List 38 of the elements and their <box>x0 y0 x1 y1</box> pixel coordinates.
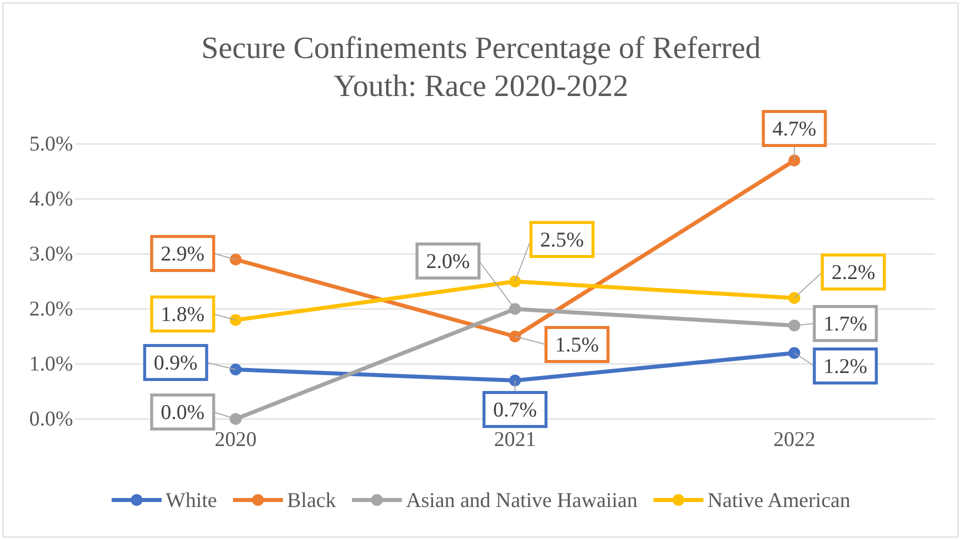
data-label: 4.7% <box>772 116 816 140</box>
point <box>788 292 800 304</box>
point <box>509 330 521 342</box>
point <box>230 413 242 425</box>
data-label: 1.8% <box>160 302 205 326</box>
y-tick-label: 5.0% <box>29 132 73 156</box>
point <box>509 374 521 386</box>
point <box>788 320 800 332</box>
y-tick-label: 2.0% <box>29 296 73 321</box>
point <box>788 347 800 359</box>
data-label: 2.5% <box>540 228 584 252</box>
point <box>230 254 242 266</box>
data-label: 0.9% <box>154 350 198 374</box>
point <box>230 364 242 376</box>
point <box>788 154 800 166</box>
data-label: 1.7% <box>823 312 868 336</box>
data-label: 0.7% <box>493 398 537 422</box>
legend-label: Black <box>286 488 336 512</box>
point <box>509 276 521 288</box>
data-label: 2.9% <box>160 242 205 266</box>
data-label: 2.2% <box>831 260 876 284</box>
legend-label: Asian and Native Hawaiian <box>406 488 638 512</box>
x-tick-label: 2020 <box>214 426 257 451</box>
legend-label: White <box>166 488 217 512</box>
y-tick-label: 3.0% <box>29 242 73 266</box>
y-tick-label: 0.0% <box>29 406 73 431</box>
y-tick-label: 1.0% <box>29 352 73 376</box>
x-tick-label: 2021 <box>494 426 536 451</box>
data-label: 1.5% <box>555 332 599 356</box>
data-label: 2.0% <box>426 249 470 273</box>
point <box>509 303 521 315</box>
data-label: 1.2% <box>823 354 868 378</box>
y-tick-label: 4.0% <box>29 186 73 211</box>
point <box>230 314 242 326</box>
x-tick-label: 2022 <box>773 426 816 451</box>
chart-title: Secure Confinements Percentage of Referred Youth: Race 2020-2022 <box>201 30 762 103</box>
data-label: 0.0% <box>160 400 205 424</box>
legend-label: Native American <box>707 488 851 512</box>
